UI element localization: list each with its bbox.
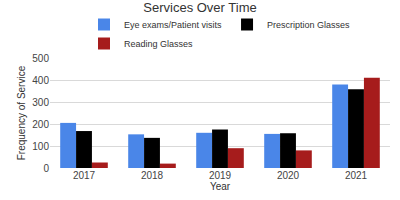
svg-text:2017: 2017 [73,170,96,181]
svg-text:Frequency of Service: Frequency of Service [16,65,27,160]
svg-text:2018: 2018 [141,170,164,181]
svg-text:Services Over Time: Services Over Time [143,0,256,15]
svg-text:300: 300 [32,97,49,108]
svg-text:2021: 2021 [345,170,368,181]
svg-text:Prescription Glasses: Prescription Glasses [267,20,350,30]
svg-text:2019: 2019 [209,170,232,181]
svg-text:2020: 2020 [277,170,300,181]
svg-text:100: 100 [32,141,49,152]
svg-text:Year: Year [210,181,231,192]
svg-text:0: 0 [43,163,49,174]
svg-text:Reading Glasses: Reading Glasses [124,39,193,49]
svg-text:500: 500 [32,53,49,64]
svg-text:Eye exams/Patient visits: Eye exams/Patient visits [124,20,222,30]
svg-text:400: 400 [32,75,49,86]
svg-text:200: 200 [32,119,49,130]
